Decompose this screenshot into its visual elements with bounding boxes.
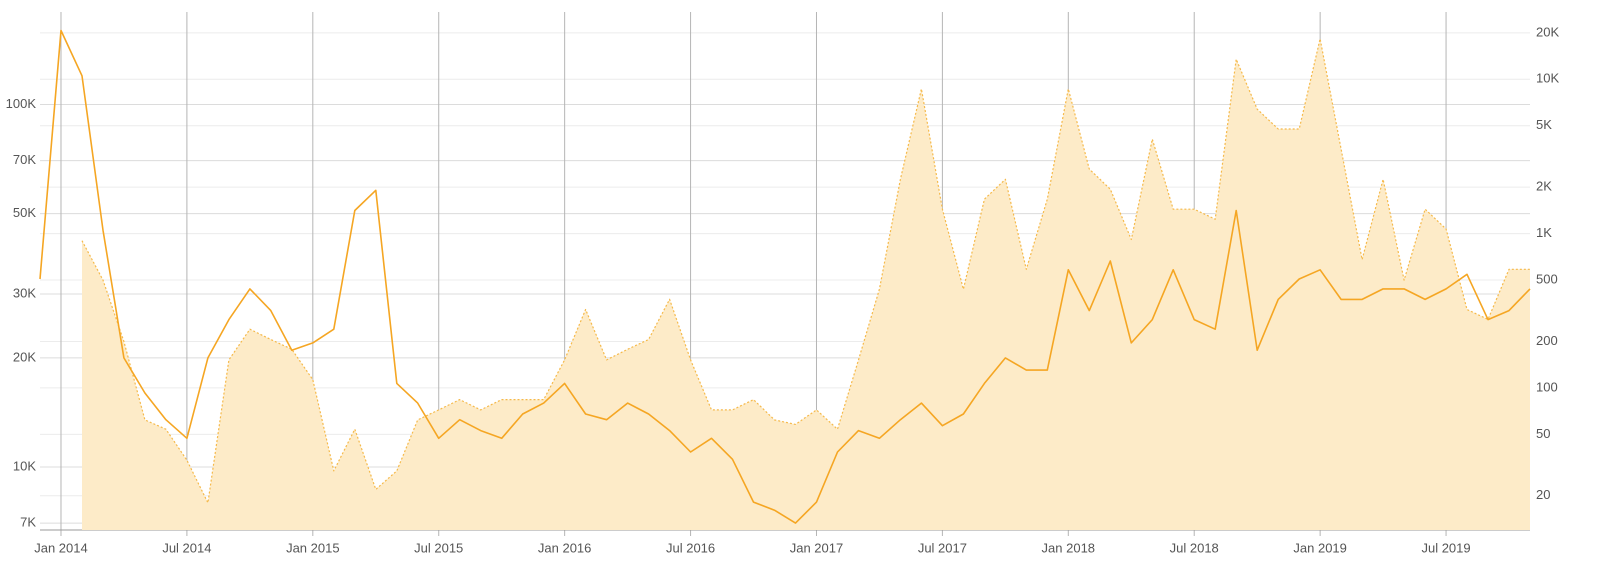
x-tick-label: Jan 2019 [1293, 540, 1347, 555]
y2-tick-label: 200 [1536, 333, 1558, 348]
y-tick-label: 100K [6, 96, 37, 111]
y2-tick-label: 1K [1536, 225, 1552, 240]
y-tick-label: 7K [20, 515, 36, 530]
y-tick-label: 10K [13, 458, 36, 473]
y-tick-label: 20K [13, 349, 36, 364]
y2-tick-label: 100 [1536, 379, 1558, 394]
x-tick-label: Jul 2016 [666, 540, 715, 555]
x-tick-label: Jul 2019 [1421, 540, 1470, 555]
x-tick-label: Jul 2015 [414, 540, 463, 555]
x-tick-label: Jan 2017 [790, 540, 844, 555]
y-tick-label: 50K [13, 205, 36, 220]
y2-tick-label: 20K [1536, 24, 1559, 39]
y-tick-label: 30K [13, 285, 36, 300]
y2-tick-label: 50 [1536, 426, 1550, 441]
y2-tick-label: 20 [1536, 487, 1550, 502]
x-tick-label: Jul 2014 [162, 540, 211, 555]
line [81, 38, 1530, 504]
x-tick-label: Jan 2015 [286, 540, 340, 555]
y2-tick-label: 10K [1536, 71, 1559, 86]
x-tick-label: Jan 2014 [34, 540, 88, 555]
x-tick-label: Jul 2017 [918, 540, 967, 555]
area [82, 38, 1530, 531]
y2-tick-label: 500 [1536, 271, 1558, 286]
y2-tick-label: 2K [1536, 179, 1552, 194]
x-tick-label: Jan 2018 [1042, 540, 1096, 555]
line [39, 29, 1531, 524]
x-tick-label: Jul 2018 [1170, 540, 1219, 555]
y2-tick-label: 5K [1536, 117, 1552, 132]
y-tick-label: 70K [13, 152, 36, 167]
x-tick-label: Jan 2016 [538, 540, 592, 555]
